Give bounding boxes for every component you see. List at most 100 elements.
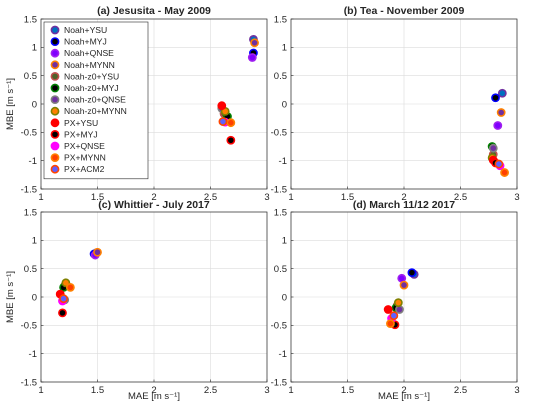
legend: Noah+YSUNoah+MYJNoah+QNSENoah+MYNNNoah-z… bbox=[43, 21, 149, 180]
legend-marker bbox=[50, 60, 60, 70]
data-point: Noah+MYNN bbox=[250, 38, 259, 48]
y-tick-label: 1 bbox=[32, 43, 37, 54]
panel-title: (b) Tea - November 2009 bbox=[344, 5, 465, 17]
legend-item: PX+MYJ bbox=[50, 129, 98, 139]
data-point: Noah-z0+QNSE bbox=[488, 143, 498, 153]
x-tick-label: 1 bbox=[38, 385, 43, 396]
data-point: PX+MYJ bbox=[58, 308, 67, 318]
x-tick-label: 1 bbox=[288, 385, 293, 396]
y-tick-label: 0.5 bbox=[274, 264, 287, 275]
data-point: PX+MYNN bbox=[500, 168, 509, 177]
data-point: Noah+MYNN bbox=[399, 280, 409, 290]
x-tick-label: 2.5 bbox=[454, 385, 467, 396]
x-tick-label: 2 bbox=[401, 192, 406, 203]
legend-item: Noah-z0+YSU bbox=[50, 71, 119, 81]
y-tick-label: -1.5 bbox=[21, 184, 37, 195]
x-tick-label: 2.5 bbox=[454, 192, 467, 203]
axes-box bbox=[290, 211, 518, 383]
x-tick-label: 2.5 bbox=[204, 385, 217, 396]
y-axis-label: MBE [m s⁻¹] bbox=[5, 271, 16, 323]
legend-marker bbox=[50, 141, 60, 151]
legend-marker bbox=[50, 48, 60, 58]
legend-item: PX+QNSE bbox=[50, 141, 105, 151]
x-tick-label: 2 bbox=[151, 192, 156, 203]
legend-label: PX+QNSE bbox=[64, 141, 105, 151]
legend-label: Noah-z0+MYJ bbox=[64, 83, 119, 93]
legend-item: Noah-z0+MYNN bbox=[50, 106, 127, 116]
legend-marker bbox=[50, 25, 60, 35]
data-point: PX+MYJ bbox=[226, 135, 236, 145]
data-point: PX+ACM2 bbox=[59, 294, 68, 304]
panel-title: (d) March 11/12 2017 bbox=[353, 199, 455, 211]
legend-label: Noah+MYJ bbox=[64, 37, 107, 47]
y-tick-label: -1.5 bbox=[21, 377, 37, 388]
legend-box bbox=[43, 21, 149, 180]
x-tick-label: 1.5 bbox=[91, 385, 104, 396]
legend-item: Noah+QNSE bbox=[50, 48, 114, 58]
x-tick-label: 3 bbox=[264, 385, 269, 396]
legend-label: Noah+YSU bbox=[64, 25, 107, 35]
y-tick-label: 0 bbox=[282, 292, 287, 303]
data-point: Noah+MYJ bbox=[491, 93, 500, 103]
legend-label: Noah-z0+QNSE bbox=[64, 95, 126, 105]
legend-item: Noah-z0+QNSE bbox=[50, 95, 126, 105]
x-axis-label: MAE [m s⁻¹] bbox=[128, 391, 180, 402]
legend-marker bbox=[50, 164, 60, 174]
legend-item: PX+YSU bbox=[50, 118, 98, 128]
y-tick-label: -0.5 bbox=[271, 321, 287, 332]
data-point: Noah+MYNN bbox=[93, 247, 102, 257]
x-axis-label: MAE [m s⁻¹] bbox=[378, 391, 430, 402]
legend-label: PX+YSU bbox=[64, 118, 98, 128]
y-tick-label: 1.5 bbox=[274, 207, 287, 218]
y-tick-label: 0.5 bbox=[274, 71, 287, 82]
x-tick-label: 1 bbox=[38, 192, 43, 203]
panel-tea: (b) Tea - November 2009 1 1.5 2 2.5 3 -1.5 -1 -… bbox=[271, 5, 520, 203]
legend-label: PX+MYJ bbox=[64, 129, 98, 139]
y-tick-label: -1.5 bbox=[271, 377, 287, 388]
data-point: PX+ACM2 bbox=[218, 117, 228, 126]
panel-whittier: (c) Whittier - July 2017 MBE [m s⁻¹] MAE… bbox=[5, 199, 270, 402]
y-tick-label: -1 bbox=[29, 349, 37, 360]
y-tick-label: 0.5 bbox=[24, 264, 37, 275]
y-tick-label: -0.5 bbox=[21, 321, 37, 332]
y-tick-label: 0 bbox=[32, 292, 37, 303]
legend-label: Noah-z0+MYNN bbox=[64, 106, 127, 116]
data-point: Noah+MYNN bbox=[496, 108, 506, 117]
legend-marker bbox=[50, 118, 60, 128]
legend-item: Noah+MYNN bbox=[50, 60, 115, 70]
x-tick-label: 2 bbox=[151, 385, 156, 396]
y-tick-label: 1.5 bbox=[24, 14, 37, 25]
legend-label: Noah+QNSE bbox=[64, 48, 114, 58]
y-tick-label: 1.5 bbox=[274, 14, 287, 25]
y-tick-label: 1 bbox=[282, 43, 287, 54]
y-tick-label: 0 bbox=[32, 99, 37, 110]
legend-label: PX+ACM2 bbox=[64, 164, 105, 174]
x-tick-label: 3 bbox=[264, 192, 269, 203]
y-tick-label: -1 bbox=[279, 156, 287, 167]
y-tick-label: -1.5 bbox=[271, 184, 287, 195]
y-tick-label: 1.5 bbox=[24, 207, 37, 218]
data-point: Noah-z0+QNSE bbox=[395, 305, 404, 314]
legend-item: PX+ACM2 bbox=[50, 164, 105, 174]
panel-title: (c) Whittier - July 2017 bbox=[98, 199, 210, 211]
data-point: PX+YSU bbox=[217, 101, 227, 111]
axes-box bbox=[290, 18, 518, 190]
legend-marker bbox=[50, 72, 60, 81]
data-point: Noah+QNSE bbox=[247, 53, 257, 62]
data-point: Noah+QNSE bbox=[493, 121, 503, 130]
y-tick-label: -0.5 bbox=[21, 128, 37, 139]
axes-box bbox=[40, 211, 268, 383]
legend-label: PX+MYNN bbox=[64, 153, 106, 163]
y-tick-label: -1 bbox=[279, 349, 287, 360]
y-tick-label: 0 bbox=[282, 99, 287, 110]
data-point: PX+ACM2 bbox=[494, 159, 504, 169]
data-point: Noah-z0+MYNN bbox=[393, 298, 403, 308]
x-tick-label: 3 bbox=[514, 385, 519, 396]
data-point: PX+MYNN bbox=[65, 282, 75, 292]
legend-item: Noah+MYJ bbox=[50, 37, 107, 47]
y-axis-label: MBE [m s⁻¹] bbox=[5, 78, 16, 130]
y-tick-label: 1 bbox=[282, 236, 287, 247]
panel-march: (d) March 11/12 2017 MAE [m s⁻¹] 1 1.5 2 2.… bbox=[271, 199, 520, 402]
y-tick-label: -0.5 bbox=[271, 128, 287, 139]
